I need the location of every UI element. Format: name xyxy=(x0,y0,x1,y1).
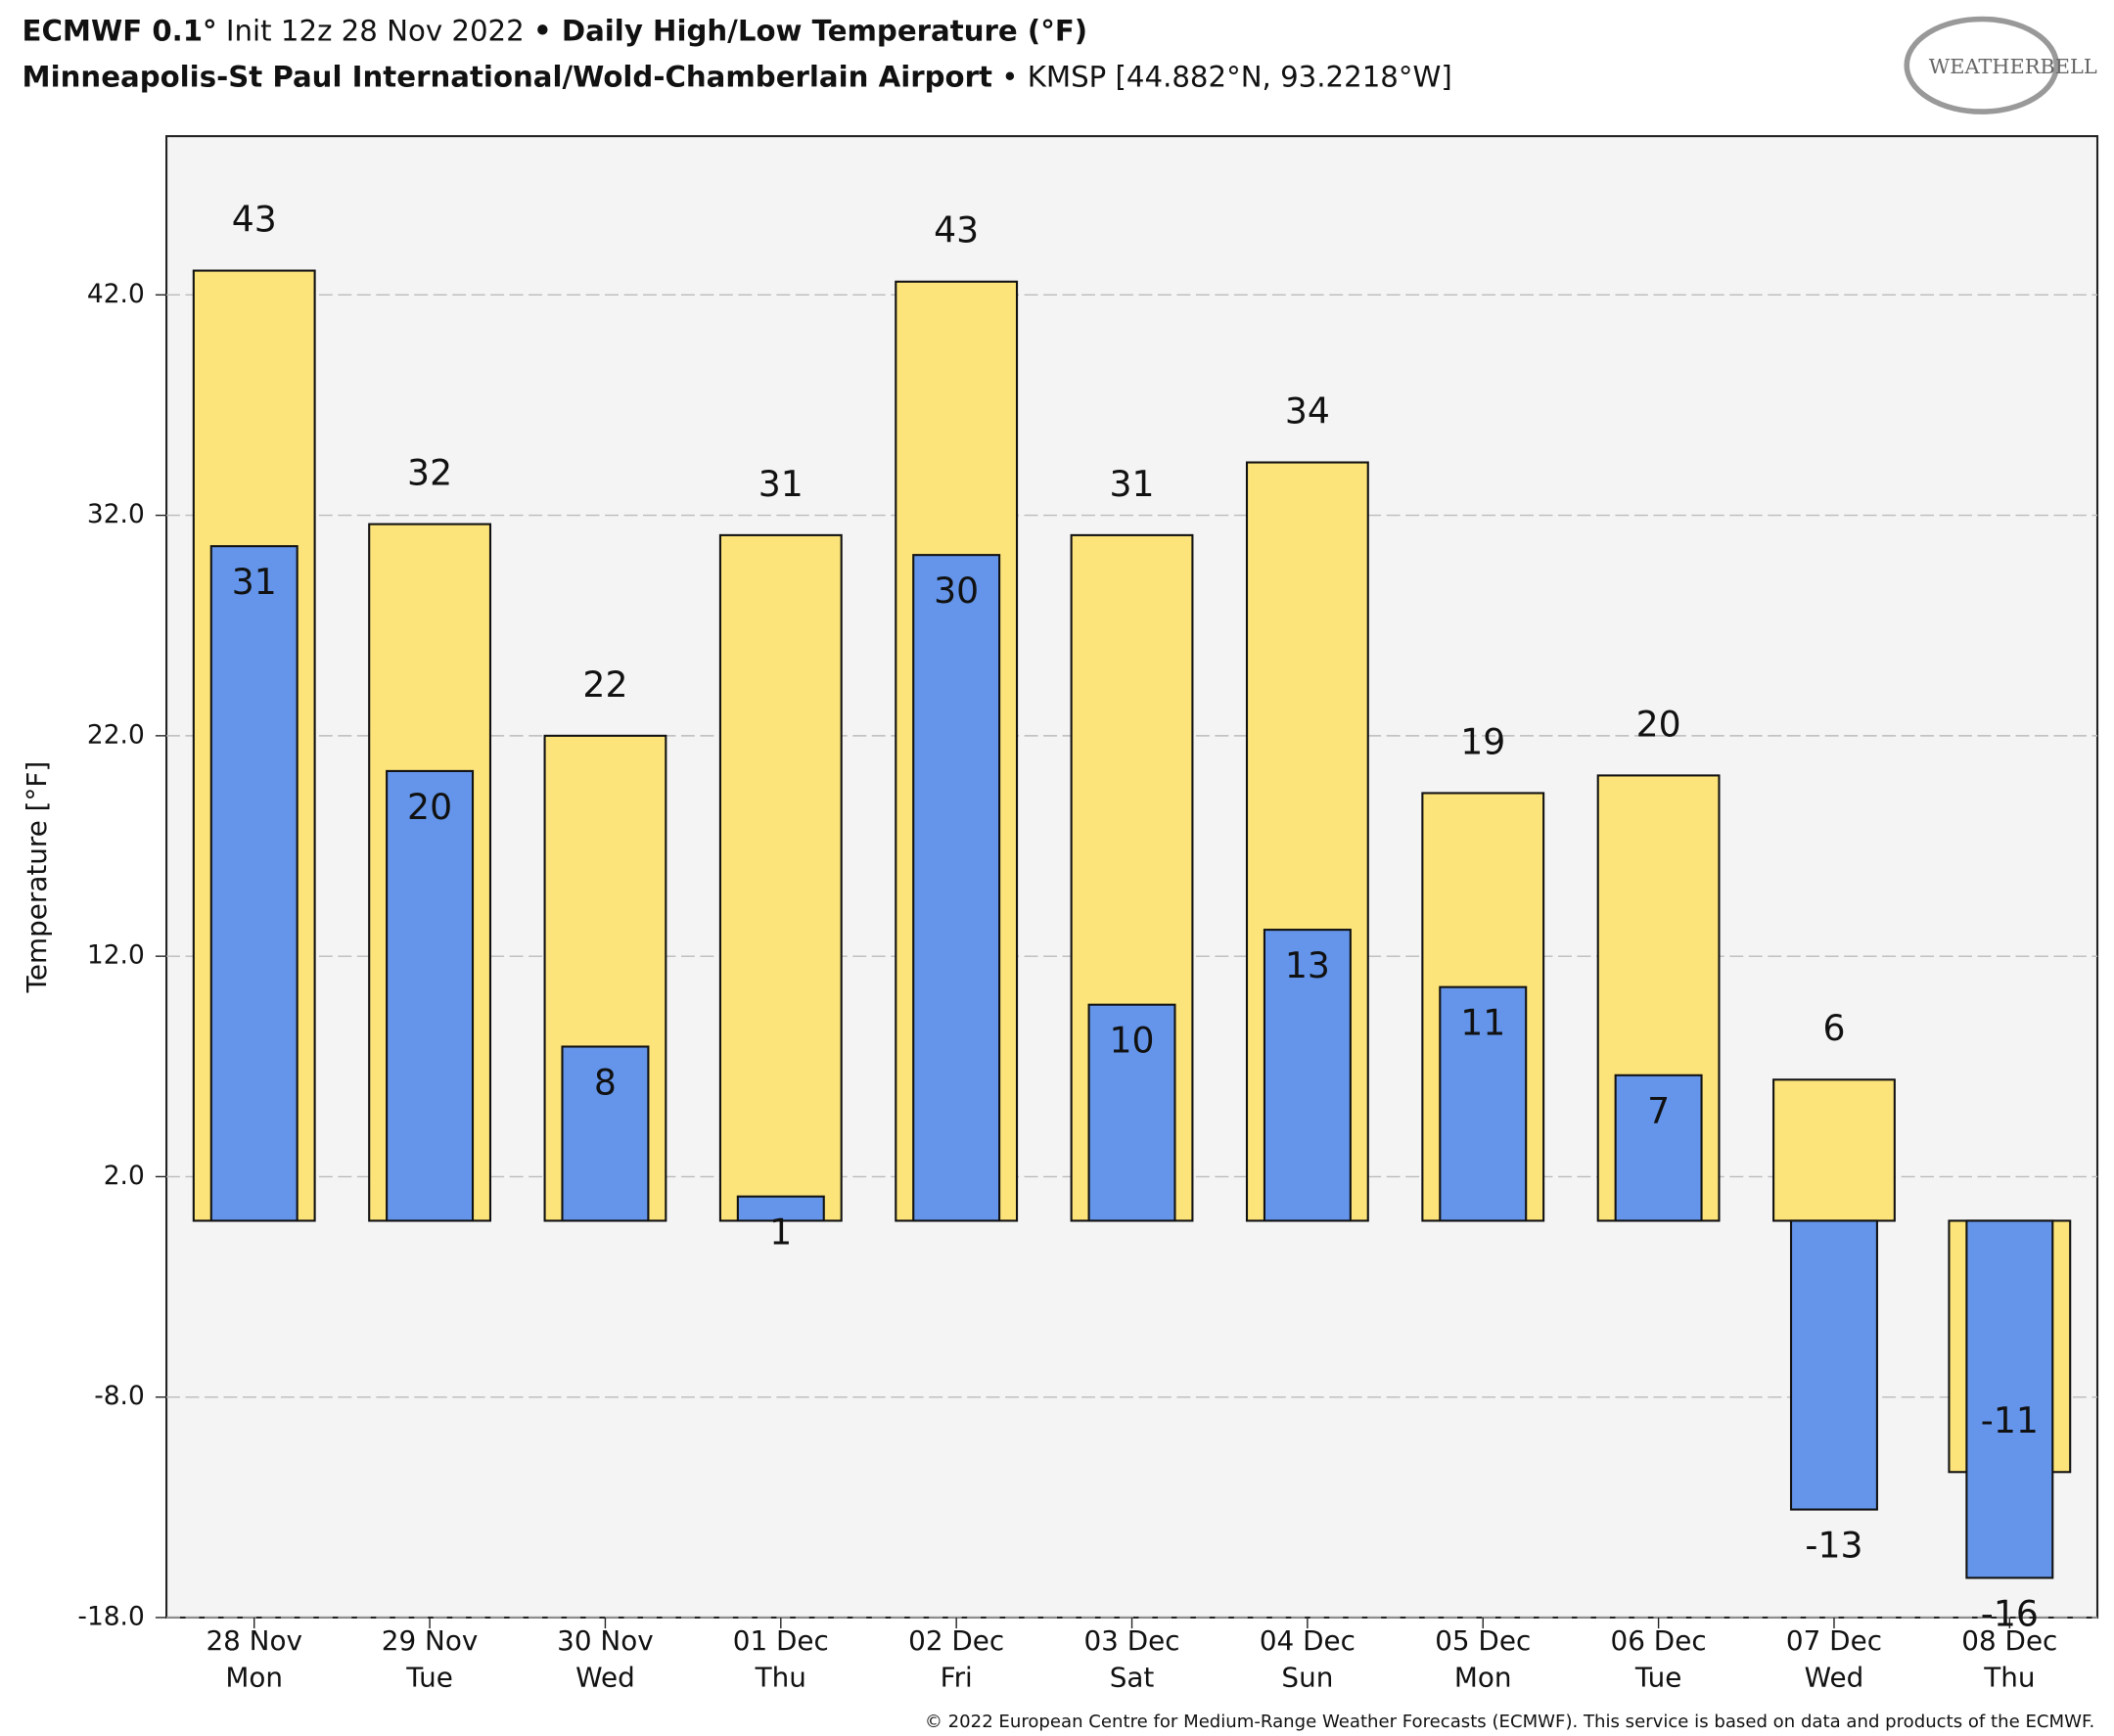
x-tick-label: Tue xyxy=(1634,1662,1682,1694)
value-label: 20 xyxy=(407,786,452,828)
x-tick-label: 06 Dec xyxy=(1611,1624,1707,1657)
title-main: Daily High/Low Temperature (°F) xyxy=(552,14,1087,47)
x-tick-label: Wed xyxy=(1805,1662,1864,1694)
footer: © 2022 European Centre for Medium-Range … xyxy=(925,1712,2094,1732)
title-sep: • xyxy=(533,14,552,47)
subtitle: Minneapolis-St Paul International/Wold-C… xyxy=(23,61,1452,94)
value-label: 34 xyxy=(1285,389,1330,432)
high-bar xyxy=(718,533,843,1222)
y-tick-label: 32.0 xyxy=(87,499,145,529)
value-label: 22 xyxy=(582,663,627,706)
low-bar xyxy=(386,769,475,1222)
x-tick-label: Sun xyxy=(1281,1662,1333,1694)
value-label: 32 xyxy=(407,452,452,494)
y-tick-label: 12.0 xyxy=(87,940,145,971)
value-label: 20 xyxy=(1636,703,1681,745)
y-tick-label: 2.0 xyxy=(104,1161,145,1191)
value-label: 43 xyxy=(934,209,979,251)
value-label: 8 xyxy=(594,1061,617,1103)
low-bar xyxy=(1439,985,1528,1222)
title-model: ECMWF 0.1° xyxy=(23,14,217,47)
subtitle-coords: • KMSP [44.882°N, 93.2218°W] xyxy=(992,61,1452,94)
value-label: 10 xyxy=(1110,1020,1155,1062)
x-tick-label: Thu xyxy=(755,1662,806,1694)
low-bar xyxy=(912,554,1001,1222)
x-tick-label: 01 Dec xyxy=(733,1624,829,1657)
value-label: -11 xyxy=(1981,1399,2039,1441)
title: ECMWF 0.1° Init 12z 28 Nov 2022 • Daily … xyxy=(23,14,1088,47)
logo-swirl xyxy=(1904,16,2060,114)
value-label: 7 xyxy=(1647,1090,1670,1132)
logo: WEATHERBELL xyxy=(1929,55,2097,78)
low-bar xyxy=(561,1045,650,1222)
low-bar xyxy=(1965,1219,2054,1579)
x-tick-label: 03 Dec xyxy=(1083,1624,1179,1657)
y-axis-label: Temperature [°F] xyxy=(21,761,53,994)
low-bar xyxy=(1789,1219,1878,1511)
high-bar xyxy=(1772,1078,1896,1222)
low-bar xyxy=(1614,1074,1703,1222)
subtitle-station: Minneapolis-St Paul International/Wold-C… xyxy=(23,61,992,94)
x-tick-label: Mon xyxy=(225,1662,283,1694)
low-bar xyxy=(1087,1003,1176,1222)
value-label: 30 xyxy=(934,570,979,612)
value-label: 43 xyxy=(232,198,277,240)
value-label: 11 xyxy=(1460,1002,1505,1044)
value-label: 13 xyxy=(1285,944,1330,986)
low-bar xyxy=(1263,929,1352,1222)
x-tick-label: Fri xyxy=(941,1662,973,1694)
value-label: 31 xyxy=(1110,463,1155,505)
x-tick-label: Thu xyxy=(1983,1662,2035,1694)
x-tick-label: Tue xyxy=(405,1662,453,1694)
y-tick-label: -8.0 xyxy=(94,1381,145,1411)
low-bar xyxy=(209,545,299,1222)
x-tick-label: 30 Nov xyxy=(557,1624,654,1657)
title-init: Init 12z 28 Nov 2022 xyxy=(217,14,533,47)
y-tick-label: -18.0 xyxy=(77,1601,144,1631)
x-tick-label: 28 Nov xyxy=(206,1624,302,1657)
value-label: 31 xyxy=(232,561,277,603)
value-label: 31 xyxy=(758,463,804,505)
low-bar xyxy=(736,1195,825,1222)
x-tick-label: Wed xyxy=(575,1662,635,1694)
x-tick-label: Sat xyxy=(1110,1662,1155,1694)
x-tick-label: 02 Dec xyxy=(908,1624,1004,1657)
x-tick-label: 04 Dec xyxy=(1260,1624,1356,1657)
x-tick-label: 05 Dec xyxy=(1435,1624,1531,1657)
value-label: -13 xyxy=(1805,1525,1862,1567)
value-label: -16 xyxy=(1981,1592,2039,1634)
x-tick-label: 07 Dec xyxy=(1786,1624,1882,1657)
y-tick-label: 22.0 xyxy=(87,719,145,750)
value-label: 6 xyxy=(1822,1007,1845,1049)
value-label: 19 xyxy=(1460,720,1505,762)
x-tick-label: Mon xyxy=(1454,1662,1512,1694)
y-tick-label: 42.0 xyxy=(87,279,145,309)
x-tick-label: 08 Dec xyxy=(1961,1624,2057,1657)
value-label: 1 xyxy=(769,1211,792,1254)
x-tick-label: 29 Nov xyxy=(382,1624,479,1657)
